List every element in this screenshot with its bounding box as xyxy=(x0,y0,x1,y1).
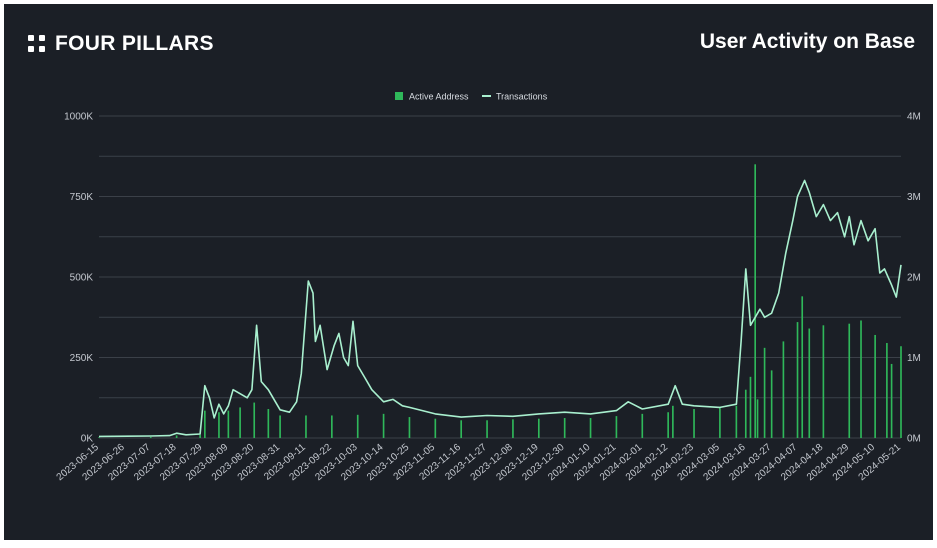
active-address-bar xyxy=(434,418,437,438)
active-address-bar xyxy=(537,418,540,438)
active-address-bar xyxy=(749,376,752,438)
active-address-bar xyxy=(719,407,721,438)
active-address-bar xyxy=(822,325,825,438)
active-address-bar xyxy=(754,164,757,439)
active-address-bar xyxy=(782,341,785,438)
active-address-bar xyxy=(239,407,241,438)
active-address-bar xyxy=(801,296,804,438)
brand-logo: FOUR PILLARS xyxy=(28,32,214,56)
y-left-tick-label: 1000K xyxy=(64,112,93,123)
active-address-bar xyxy=(890,363,893,438)
y-left-tick-label: 250K xyxy=(70,353,94,364)
brand-name: FOUR PILLARS xyxy=(55,32,214,55)
active-address-bar xyxy=(305,415,307,438)
active-address-bar xyxy=(874,334,876,438)
active-address-bar xyxy=(641,413,644,438)
y-right-tick-label: 3M xyxy=(907,192,921,203)
y-right-tick-label: 0M xyxy=(907,434,921,445)
y-left-tick-label: 0K xyxy=(81,434,94,445)
active-address-bar xyxy=(860,320,862,438)
chart-panel: FOUR PILLARS User Activity on Base xyxy=(4,4,933,540)
active-address-bar xyxy=(98,437,100,438)
active-address-bar xyxy=(486,420,488,438)
active-address-bar xyxy=(756,399,759,438)
active-address-bar xyxy=(672,405,674,438)
legend-swatch-active-address xyxy=(395,92,403,100)
active-address-bar xyxy=(744,389,747,438)
active-address-bar xyxy=(796,322,799,438)
active-address-bar xyxy=(886,343,888,438)
active-address-bar xyxy=(227,410,230,438)
active-address-bar xyxy=(693,409,695,438)
active-address-bar xyxy=(408,417,411,438)
active-address-bar xyxy=(279,415,281,438)
active-address-bar xyxy=(267,409,270,438)
legend-label-transactions: Transactions xyxy=(496,92,548,102)
legend-label-active-address: Active Address xyxy=(409,92,469,102)
active-address-bar xyxy=(848,323,851,438)
active-address-bar xyxy=(175,435,178,438)
active-address-bar xyxy=(770,370,773,438)
active-address-bar xyxy=(218,412,220,438)
four-dots-icon xyxy=(28,35,46,53)
active-address-bar xyxy=(149,437,152,438)
active-address-bar xyxy=(589,418,592,438)
y-left-tick-label: 750K xyxy=(70,192,94,203)
active-address-bar xyxy=(615,416,618,438)
active-address-bar xyxy=(512,419,514,438)
active-address-bar xyxy=(563,418,566,438)
active-address-bar xyxy=(199,434,201,438)
y-right-tick-label: 4M xyxy=(907,112,921,123)
active-address-bar xyxy=(900,346,902,438)
active-address-bar xyxy=(356,414,359,438)
active-address-bar xyxy=(253,402,256,438)
active-address-bar xyxy=(763,347,766,438)
chart-title: User Activity on Base xyxy=(699,30,915,53)
y-left-tick-label: 500K xyxy=(70,273,94,284)
active-address-bar xyxy=(382,413,385,438)
y-right-tick-label: 2M xyxy=(907,273,921,284)
active-address-bar xyxy=(735,405,738,438)
active-address-bar xyxy=(808,328,811,438)
active-address-bar xyxy=(204,410,206,438)
active-address-bar xyxy=(667,412,669,438)
active-address-bar xyxy=(331,415,333,438)
transactions-line xyxy=(98,179,902,438)
y-right-tick-label: 1M xyxy=(907,353,921,364)
active-address-bar xyxy=(460,420,463,438)
